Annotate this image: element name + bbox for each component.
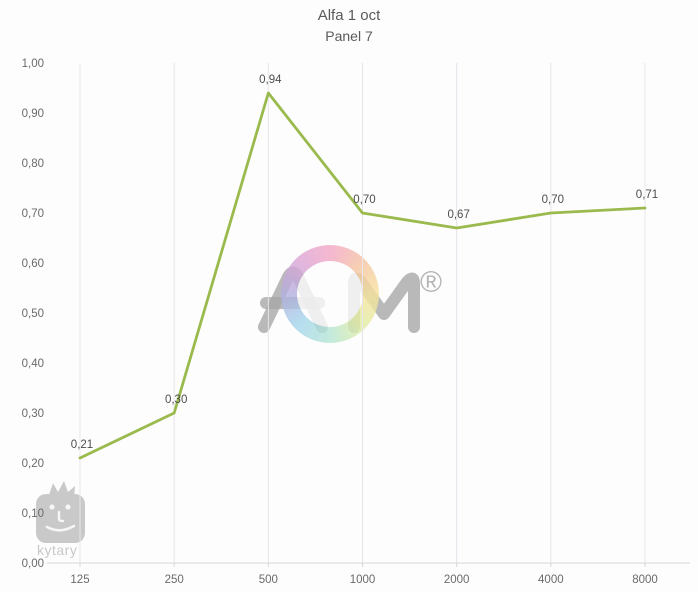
x-tick-label: 1000 xyxy=(350,574,376,586)
data-point-label: 0,21 xyxy=(71,439,93,451)
y-tick-label: 0,90 xyxy=(22,108,44,120)
y-tick-label: 0,10 xyxy=(22,508,44,520)
y-tick-label: 0,70 xyxy=(22,208,44,220)
data-point-label: 0,30 xyxy=(165,394,187,406)
data-point-label: 0,70 xyxy=(353,194,375,206)
registered-trademark-symbol: ® xyxy=(420,266,443,299)
data-point-label: 0,67 xyxy=(447,209,469,221)
kytary-label: kytary xyxy=(37,542,78,558)
data-point-label: 0,70 xyxy=(542,194,564,206)
y-tick-label: 0,00 xyxy=(22,558,44,570)
data-point-labels: 0,21 0,30 0,94 0,70 0,67 0,70 0,71 xyxy=(71,74,658,451)
x-tick-label: 500 xyxy=(259,574,278,586)
x-axis-tick-labels: 125 250 500 1000 2000 4000 8000 xyxy=(70,574,657,586)
x-axis xyxy=(47,562,690,567)
y-tick-label: 0,80 xyxy=(22,158,44,170)
y-axis-tick-labels: 0,00 0,10 0,20 0,30 0,40 0,50 0,60 0,70 0,80 0,90… xyxy=(22,58,44,570)
x-tick-label: 125 xyxy=(70,574,89,586)
x-tick-label: 2000 xyxy=(444,574,470,586)
y-tick-label: 0,20 xyxy=(22,458,44,470)
y-tick-label: 0,30 xyxy=(22,408,44,420)
kytary-mascot-icon xyxy=(36,481,85,543)
data-point-label: 0,71 xyxy=(636,189,658,201)
y-tick-label: 0,50 xyxy=(22,308,44,320)
x-tick-label: 4000 xyxy=(538,574,564,586)
kytary-watermark: kytary xyxy=(30,480,100,565)
y-tick-label: 0,60 xyxy=(22,258,44,270)
series-polyline xyxy=(78,91,647,460)
x-tick-label: 250 xyxy=(165,574,184,586)
data-series-line xyxy=(78,91,647,460)
vertical-gridlines xyxy=(79,63,646,563)
data-point-label: 0,94 xyxy=(259,74,282,86)
y-tick-label: 1,00 xyxy=(22,58,44,70)
x-tick-label: 8000 xyxy=(632,574,658,586)
y-tick-label: 0,40 xyxy=(22,358,44,370)
